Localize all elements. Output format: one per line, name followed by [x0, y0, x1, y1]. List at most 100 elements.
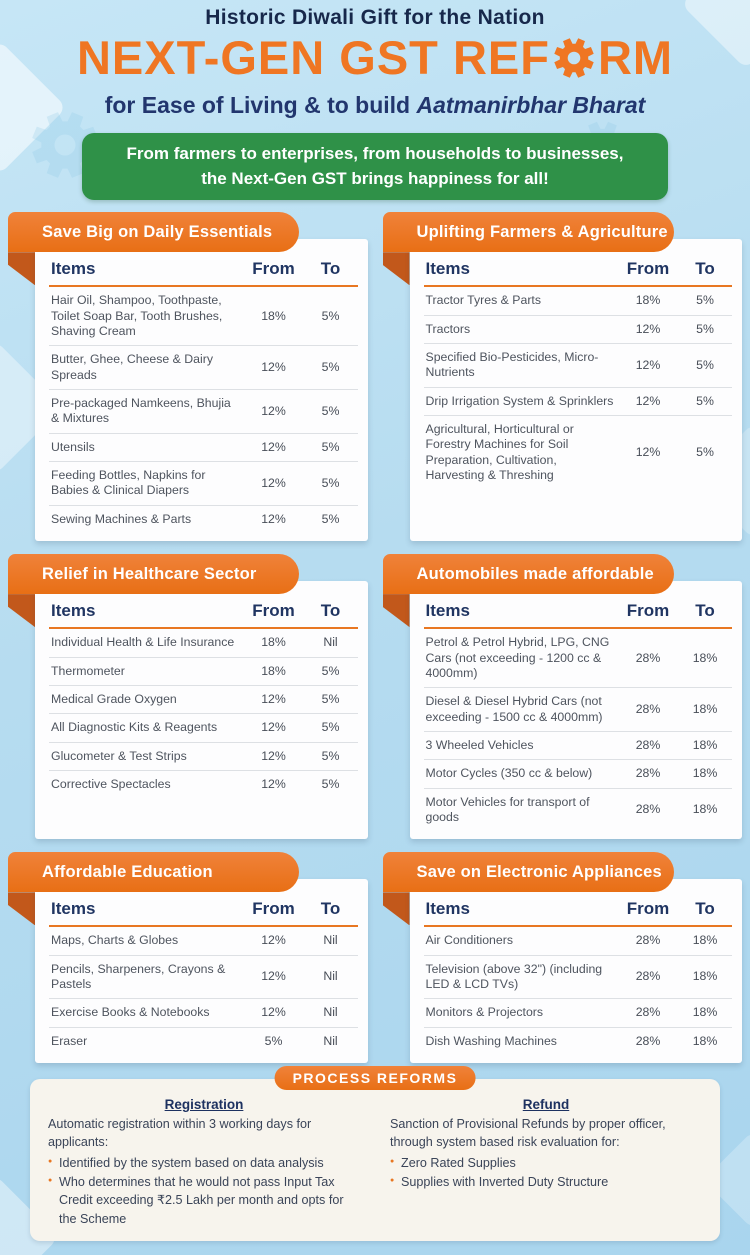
table-row: Pencils, Sharpeners, Crayons & Pastels 12…: [49, 956, 358, 1000]
rate-from: 18%: [261, 308, 286, 323]
rate-from: 12%: [261, 475, 286, 490]
rate-from: 12%: [635, 321, 661, 336]
panel-title-ribbon: Relief in Healthcare Sector: [8, 554, 300, 595]
item-name: Tractors: [425, 321, 471, 336]
rate-from: 28%: [635, 802, 661, 817]
item-name: Individual Health & Life Insurance: [51, 635, 235, 650]
rate-from: 12%: [261, 969, 286, 984]
item-name: Exercise Books & Notebooks: [51, 1005, 210, 1020]
column-header-items: Items: [51, 259, 96, 279]
ribbon-fold: [382, 252, 410, 286]
item-name: Diesel & Diesel Hybrid Cars (not exceedi…: [425, 694, 603, 724]
registration-section: Registration Automatic registration with…: [48, 1097, 360, 1229]
column-header-items: Items: [425, 899, 470, 919]
process-reforms-columns: Registration Automatic registration with…: [48, 1097, 702, 1229]
table-body: Maps, Charts & Globes 12% Nil Pencils, Shar…: [49, 927, 358, 1055]
rate-to: 5%: [321, 475, 340, 490]
rate-from: 18%: [261, 663, 286, 678]
panel-title: Automobiles made affordable: [416, 564, 654, 583]
table-row: Monitors & Projectors 28% 18%: [423, 999, 732, 1028]
rate-panel: Relief in Healthcare Sector Items From T…: [8, 554, 368, 840]
registration-bullets: Identified by the system based on data a…: [48, 1154, 360, 1230]
column-header-items: Items: [425, 601, 470, 621]
registration-intro: Automatic registration within 3 working …: [48, 1117, 312, 1150]
banner-line-2: the Next-Gen GST brings happiness for al…: [201, 168, 549, 188]
panel-card: Items From To Air Conditioners 28% 18% Tele…: [409, 879, 742, 1064]
subtitle-regular: for Ease of Living & to build: [104, 91, 417, 118]
panel-card: Items From To Petrol & Petrol Hybrid, LP…: [409, 581, 742, 840]
column-header-from: From: [252, 899, 295, 919]
item-name: Specified Bio-Pesticides, Micro-Nutrient…: [425, 349, 599, 380]
rate-from: 5%: [264, 1033, 283, 1048]
bullet-item: Supplies with Inverted Duty Structure: [390, 1173, 702, 1192]
item-name: Dish Washing Machines: [425, 1033, 557, 1048]
rate-to: 5%: [321, 403, 340, 418]
rate-from: 12%: [261, 691, 286, 706]
table-row: Tractors 12% 5%: [423, 316, 732, 344]
table-body: Tractor Tyres & Parts 18% 5% Tractors 12% 5% S…: [423, 287, 732, 489]
column-header-to: To: [320, 899, 341, 919]
rate-to: Nil: [323, 1005, 338, 1020]
table-header: Items From To: [49, 601, 358, 630]
table-header: Items From To: [49, 899, 358, 928]
table-row: 3 Wheeled Vehicles 28% 18%: [423, 732, 732, 761]
rate-to: 5%: [321, 691, 340, 706]
table-body: Individual Health & Life Insurance 18% Nil…: [49, 629, 358, 798]
rate-from: 12%: [261, 511, 286, 526]
table-body: Petrol & Petrol Hybrid, LPG, CNG Cars (n…: [423, 629, 732, 831]
rate-panel: Save on Electronic Appliances Items From…: [382, 852, 742, 1064]
item-name: Hair Oil, Shampoo, Toothpaste, Toilet So…: [51, 293, 223, 338]
column-header-from: From: [252, 259, 295, 279]
main-title: NEXT-GEN GST REF RM: [0, 34, 750, 82]
tagline: Historic Diwali Gift for the Nation: [205, 6, 545, 29]
refund-intro: Sanction of Provisional Refunds by prope…: [390, 1117, 666, 1150]
table-row: Pre-packaged Namkeens, Bhujia & Mixtures…: [49, 390, 358, 434]
rate-from: 12%: [635, 393, 661, 408]
rate-to: 18%: [692, 737, 718, 752]
rate-to: 5%: [321, 663, 340, 678]
table-row: Diesel & Diesel Hybrid Cars (not exceedi…: [423, 688, 732, 732]
item-name: Corrective Spectacles: [51, 776, 171, 791]
item-name: Drip Irrigation System & Sprinklers: [425, 393, 614, 408]
bullet-item: Identified by the system based on data a…: [48, 1154, 360, 1173]
rate-to: 5%: [321, 511, 340, 526]
rate-from: 28%: [635, 766, 661, 781]
table-header: Items From To: [423, 899, 732, 928]
panel-title-ribbon: Uplifting Farmers & Agriculture: [382, 212, 674, 253]
rate-to: 5%: [696, 445, 714, 460]
item-name: Maps, Charts & Globes: [51, 933, 179, 948]
item-name: Motor Cycles (350 cc & below): [425, 766, 593, 781]
rate-from: 12%: [261, 1005, 286, 1020]
column-header-items: Items: [51, 899, 96, 919]
column-header-to: To: [320, 601, 341, 621]
ribbon-fold: [8, 252, 35, 286]
intro-banner: From farmers to enterprises, from househ…: [82, 132, 668, 201]
table-row: Drip Irrigation System & Sprinklers 12% 5%: [423, 388, 732, 417]
subtitle: for Ease of Living & to build Aatmanirbh…: [0, 92, 750, 119]
rate-to: Nil: [323, 933, 338, 948]
panel-title: Relief in Healthcare Sector: [42, 564, 257, 583]
panel-title: Uplifting Farmers & Agriculture: [416, 222, 668, 241]
item-name: Agricultural, Horticultural or Forestry …: [425, 422, 574, 483]
table-row: Corrective Spectacles 12% 5%: [49, 771, 358, 798]
table-row: Television (above 32") (including LED & …: [423, 956, 732, 1000]
table-row: Feeding Bottles, Napkins for Babies & Cl…: [49, 462, 358, 506]
item-name: 3 Wheeled Vehicles: [425, 737, 534, 752]
item-name: Glucometer & Test Strips: [51, 748, 187, 763]
table-header: Items From To: [423, 601, 732, 630]
table-row: Petrol & Petrol Hybrid, LPG, CNG Cars (n…: [423, 629, 732, 689]
ribbon-fold: [382, 594, 410, 628]
table-row: Utensils 12% 5%: [49, 434, 358, 463]
rate-from: 12%: [261, 403, 286, 418]
rate-to: Nil: [323, 1033, 338, 1048]
panel-card: Items From To Tractor Tyres & Parts 18% 5%…: [409, 239, 742, 542]
item-name: Tractor Tyres & Parts: [425, 293, 541, 308]
rate-from: 18%: [261, 635, 286, 650]
panel-card: Items From To Maps, Charts & Globes 12% Ni…: [35, 879, 368, 1064]
rate-from: 12%: [635, 357, 661, 372]
rate-to: 5%: [696, 293, 714, 308]
panel-title-ribbon: Save on Electronic Appliances: [382, 852, 674, 893]
refund-section: Refund Sanction of Provisional Refunds b…: [390, 1097, 702, 1229]
rate-to: 18%: [692, 650, 718, 665]
